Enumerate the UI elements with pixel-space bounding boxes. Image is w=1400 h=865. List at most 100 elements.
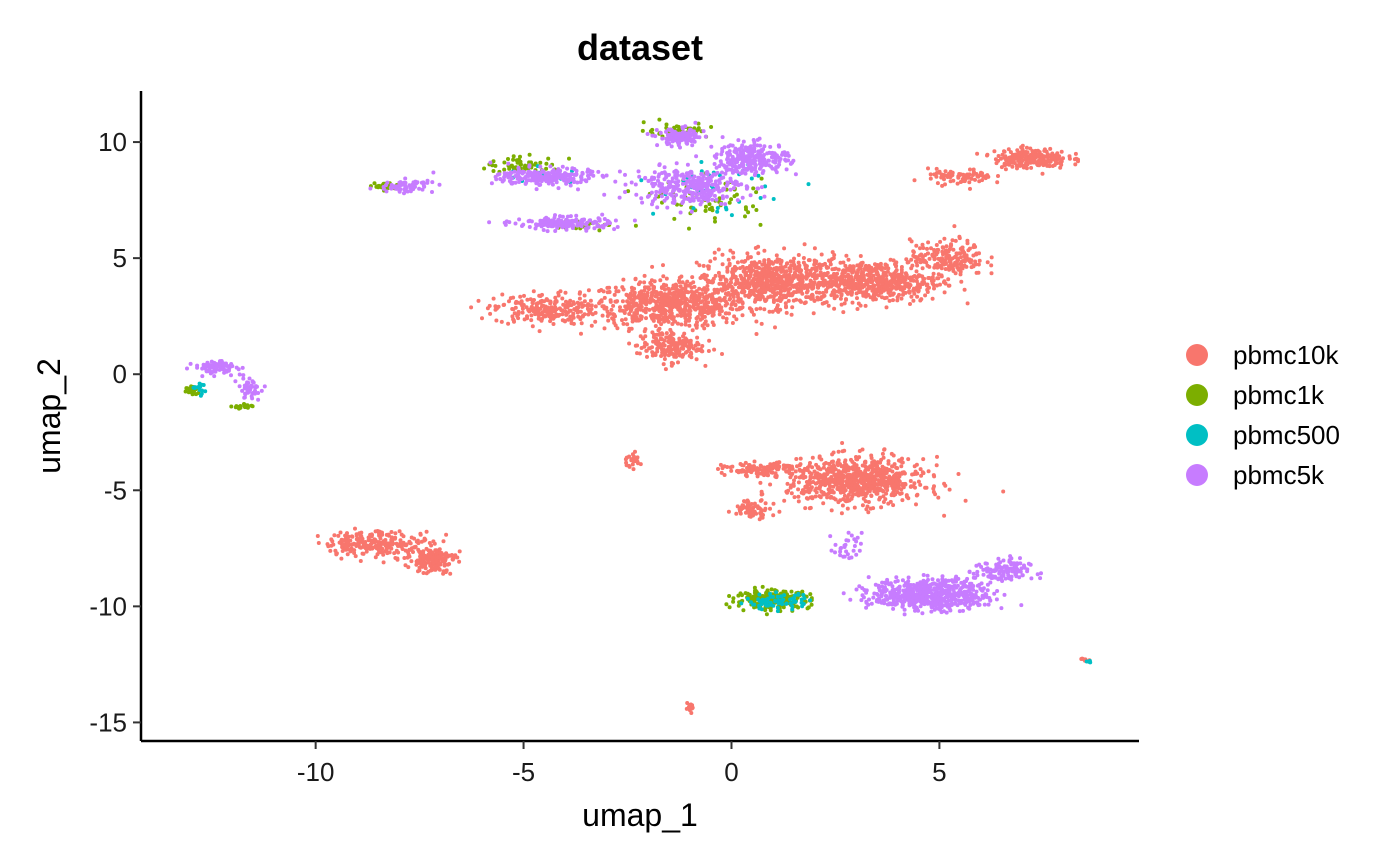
point-pbmc10k (994, 161, 999, 166)
point-pbmc10k (774, 460, 779, 465)
point-pbmc10k (741, 290, 746, 295)
point-pbmc10k (942, 513, 947, 518)
point-pbmc10k (529, 313, 534, 318)
point-pbmc10k (524, 305, 529, 310)
point-pbmc10k (860, 260, 865, 265)
point-pbmc10k (899, 464, 904, 469)
point-pbmc10k (932, 248, 937, 252)
point-pbmc10k (669, 360, 674, 365)
series-pbmc5k (185, 120, 1043, 617)
point-pbmc10k (721, 274, 726, 279)
point-pbmc10k (792, 256, 796, 261)
point-pbmc10k (873, 262, 877, 267)
point-pbmc10k (730, 270, 735, 275)
point-pbmc10k (733, 289, 738, 293)
point-pbmc10k (1026, 159, 1031, 164)
point-pbmc10k (868, 464, 873, 469)
point-pbmc5k (674, 132, 679, 137)
point-pbmc10k (705, 280, 710, 285)
point-pbmc10k (444, 532, 449, 537)
point-pbmc10k (821, 475, 826, 480)
point-pbmc10k (729, 284, 734, 289)
point-pbmc10k (774, 253, 779, 258)
point-pbmc10k (857, 488, 862, 493)
point-pbmc10k (441, 571, 446, 576)
point-pbmc10k (913, 485, 917, 490)
point-pbmc10k (823, 461, 828, 465)
point-pbmc5k (664, 140, 669, 145)
point-pbmc10k (1048, 146, 1053, 151)
point-pbmc10k (912, 274, 917, 278)
point-pbmc10k (740, 313, 745, 318)
point-pbmc500 (749, 176, 754, 181)
point-pbmc10k (734, 317, 739, 322)
point-pbmc10k (832, 296, 837, 301)
point-pbmc10k (801, 256, 806, 260)
point-pbmc500 (200, 388, 204, 393)
point-pbmc10k (848, 489, 853, 494)
point-pbmc10k (394, 541, 399, 546)
point-pbmc10k (522, 317, 527, 322)
point-pbmc10k (582, 299, 587, 304)
point-pbmc10k (925, 246, 929, 251)
point-pbmc10k (807, 506, 812, 511)
point-pbmc10k (785, 490, 790, 495)
point-pbmc10k (663, 367, 668, 372)
point-pbmc500 (768, 591, 772, 596)
point-pbmc10k (755, 474, 760, 479)
point-pbmc10k (738, 297, 743, 302)
point-pbmc10k (420, 564, 425, 569)
point-pbmc10k (817, 472, 822, 477)
point-pbmc10k (836, 485, 841, 490)
point-pbmc10k (738, 511, 743, 516)
point-pbmc10k (844, 253, 849, 258)
point-pbmc10k (686, 309, 691, 313)
point-pbmc10k (840, 503, 845, 508)
point-pbmc10k (953, 271, 958, 276)
point-pbmc10k (845, 506, 850, 511)
point-pbmc1k (657, 117, 662, 122)
point-pbmc10k (942, 290, 947, 295)
point-pbmc10k (548, 299, 553, 304)
point-pbmc10k (788, 280, 793, 285)
point-pbmc10k (630, 319, 635, 324)
point-pbmc10k (796, 487, 801, 492)
point-pbmc500 (739, 601, 744, 606)
point-pbmc500 (756, 597, 761, 602)
point-pbmc10k (797, 463, 802, 468)
point-pbmc10k (627, 312, 632, 316)
point-pbmc10k (836, 480, 841, 485)
point-pbmc10k (912, 178, 917, 183)
point-pbmc10k (677, 298, 682, 303)
point-pbmc10k (644, 316, 648, 321)
point-pbmc10k (638, 294, 643, 299)
point-pbmc10k (775, 280, 780, 284)
point-pbmc10k (550, 313, 555, 318)
point-pbmc10k (759, 512, 764, 517)
point-pbmc10k (961, 250, 966, 255)
point-pbmc1k (597, 228, 602, 233)
point-pbmc10k (712, 250, 717, 255)
point-pbmc10k (861, 290, 866, 295)
point-pbmc10k (1072, 157, 1077, 162)
point-pbmc10k (628, 291, 633, 296)
point-pbmc5k (693, 131, 698, 136)
point-pbmc10k (662, 287, 667, 292)
point-pbmc10k (893, 472, 898, 477)
point-pbmc10k (538, 300, 543, 305)
point-pbmc10k (916, 282, 920, 287)
point-pbmc10k (820, 482, 825, 487)
point-pbmc10k (577, 291, 582, 296)
point-pbmc10k (722, 285, 727, 290)
point-pbmc10k (770, 290, 775, 294)
point-pbmc10k (725, 269, 730, 274)
point-pbmc10k (753, 468, 758, 472)
point-pbmc10k (598, 299, 603, 304)
point-pbmc10k (328, 548, 333, 553)
point-pbmc1k (727, 594, 732, 598)
point-pbmc10k (568, 298, 573, 303)
point-pbmc10k (641, 298, 646, 303)
point-pbmc10k (547, 314, 552, 319)
point-pbmc500 (791, 596, 795, 601)
point-pbmc10k (967, 257, 972, 262)
